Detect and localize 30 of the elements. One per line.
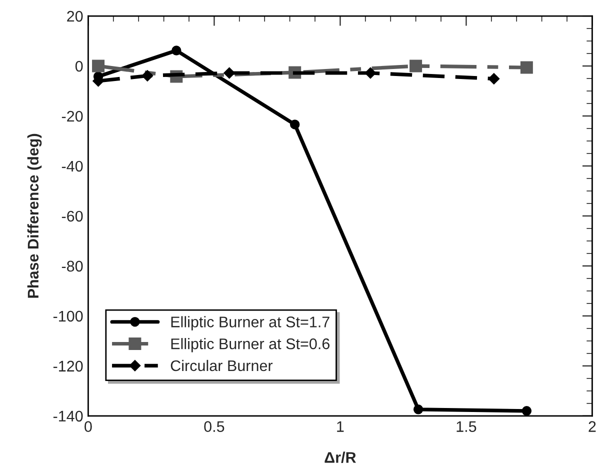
y-tick-label: -140 [53, 410, 83, 422]
y-tick-label: -20 [62, 110, 83, 122]
legend-label: Elliptic Burner at St=0.6 [171, 338, 330, 352]
y-tick-label: -80 [62, 260, 83, 272]
y-tick-label: 0 [75, 60, 83, 72]
point [522, 406, 532, 416]
point [410, 60, 422, 72]
x-tick-label: 1 [337, 421, 344, 432]
point [142, 70, 154, 82]
legend-label: Elliptic Burner at St=1.7 [171, 316, 330, 330]
point [520, 61, 533, 74]
x-tick-label: 1.5 [456, 421, 476, 432]
x-tick-label: 2 [588, 421, 596, 432]
y-tick-label: -100 [53, 310, 83, 322]
y-axis-title: Phase Difference (deg) [27, 134, 42, 298]
x-tick-label: 0 [84, 421, 92, 432]
y-tick-label: -60 [62, 210, 83, 222]
x-tick-label: 0.5 [204, 421, 224, 432]
y-tick-label: -120 [53, 360, 83, 372]
x-axis-title: Δr/R [324, 452, 356, 464]
point [413, 404, 424, 414]
point [92, 60, 105, 72]
point [224, 67, 235, 79]
point [172, 46, 182, 56]
point [290, 120, 300, 130]
y-tick-label: 20 [67, 10, 83, 22]
point [488, 73, 500, 84]
legend-label: Circular Burner [170, 360, 273, 372]
point [364, 67, 376, 79]
y-tick-label: -40 [62, 160, 83, 172]
